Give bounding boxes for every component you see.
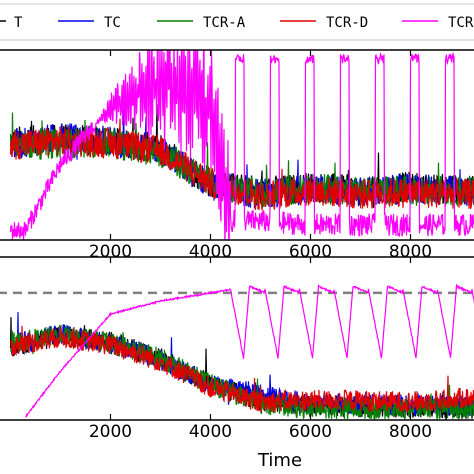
series-line-tcr- (9, 50, 474, 240)
plot-area (0, 283, 474, 420)
x-tick-label: 2000 (89, 422, 132, 442)
legend-label-0: T (14, 15, 23, 31)
plot-area (9, 50, 474, 240)
series-line-tcr- (25, 283, 474, 418)
plot-frame (0, 49, 474, 241)
legend: T TC TCR-A TCR-D TCR- (0, 3, 474, 41)
bottom-panel: 2000 4000 6000 8000 (0, 256, 474, 442)
x-tick-label: 8000 (389, 422, 432, 442)
legend-label-3: TCR-D (326, 15, 368, 31)
legend-label-1: TC (104, 15, 121, 31)
legend-label-2: TCR-A (203, 15, 246, 31)
x-tick-label: 4000 (189, 422, 232, 442)
legend-label-4: TCR- (448, 15, 474, 31)
plot-frame (0, 256, 474, 421)
series-line-tcr-d (9, 118, 474, 211)
series-line-tcr-d (9, 325, 474, 413)
top-panel: 2000 4000 6000 8000 (0, 49, 474, 262)
legend-box (0, 3, 474, 41)
x-tick-label: 6000 (289, 422, 332, 442)
x-axis-title: Time (257, 450, 302, 471)
